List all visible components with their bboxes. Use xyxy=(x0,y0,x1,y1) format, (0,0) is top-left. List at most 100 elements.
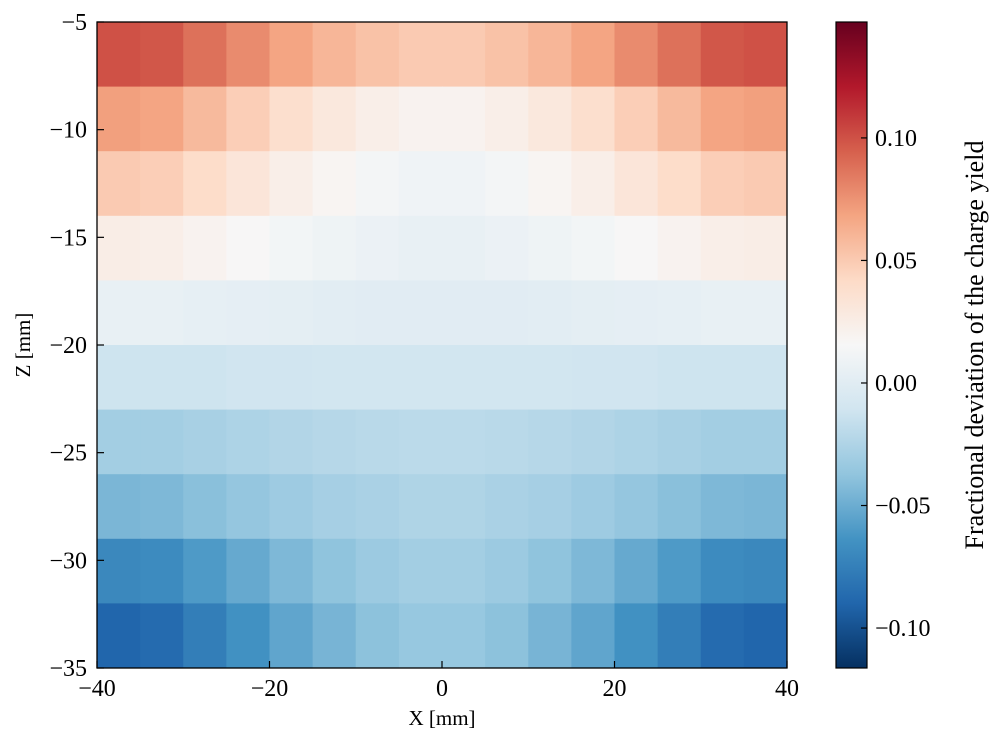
colorbar-tick-label: 0.10 xyxy=(875,126,917,152)
heatmap-cell xyxy=(312,409,357,475)
heatmap-cell xyxy=(97,603,141,668)
heatmap-cell xyxy=(700,603,745,668)
colorbar xyxy=(835,21,868,669)
heatmap-cell xyxy=(743,474,787,540)
heatmap-cell xyxy=(97,215,141,281)
heatmap-cell xyxy=(183,474,227,540)
heatmap-cell xyxy=(442,474,486,540)
heatmap-cell xyxy=(614,215,659,281)
heatmap-cell xyxy=(700,215,745,281)
heatmap-cell xyxy=(312,86,357,152)
x-tick-label: 0 xyxy=(436,676,448,702)
heatmap-cell xyxy=(97,86,141,152)
y-tick-label: −35 xyxy=(49,656,87,682)
heatmap-cell xyxy=(398,22,443,88)
heatmap-cell xyxy=(528,22,572,88)
heatmap-cell xyxy=(614,538,659,604)
heatmap-cell xyxy=(226,474,271,540)
x-tick-label: 20 xyxy=(603,676,627,702)
heatmap-cell xyxy=(657,151,702,217)
heatmap-cell xyxy=(183,409,227,475)
heatmap-cell xyxy=(355,603,400,668)
heatmap-cell xyxy=(398,603,443,668)
colorbar-tick-label: 0.05 xyxy=(875,248,917,274)
heatmap-cell xyxy=(355,345,400,411)
heatmap-cell xyxy=(226,86,271,152)
heatmap-cell xyxy=(743,538,787,604)
heatmap-cell xyxy=(614,603,659,668)
heatmap-cell xyxy=(442,409,486,475)
heatmap-cell xyxy=(485,409,529,475)
heatmap-cell xyxy=(571,538,616,604)
heatmap-cell xyxy=(183,345,227,411)
heatmap-cell xyxy=(269,409,314,475)
heatmap-cell xyxy=(657,86,702,152)
heatmap-cell xyxy=(312,474,357,540)
heatmap-cell xyxy=(398,280,443,346)
heatmap-cell xyxy=(355,22,400,88)
heatmap-cell xyxy=(140,603,184,668)
heatmap-cell xyxy=(485,474,529,540)
heatmap-cell xyxy=(355,409,400,475)
heatmap-cell xyxy=(442,215,486,281)
colorbar-tick-label: −0.10 xyxy=(875,616,931,642)
heatmap-cell xyxy=(355,151,400,217)
heatmap-cell xyxy=(485,151,529,217)
heatmap-cell xyxy=(657,280,702,346)
y-tick-label: −15 xyxy=(49,225,87,251)
heatmap-cell xyxy=(398,474,443,540)
heatmap-cell xyxy=(442,22,486,88)
heatmap-cell xyxy=(269,280,314,346)
heatmap-cell xyxy=(183,538,227,604)
heatmap-cell xyxy=(571,151,616,217)
heatmap-cell xyxy=(571,474,616,540)
heatmap-cell xyxy=(269,345,314,411)
y-tick-label: −30 xyxy=(49,548,87,574)
heatmap-cell xyxy=(140,280,184,346)
heatmap xyxy=(97,22,787,668)
heatmap-cell xyxy=(312,22,357,88)
heatmap-cell xyxy=(571,86,616,152)
heatmap-cell xyxy=(355,215,400,281)
heatmap-cell xyxy=(312,151,357,217)
heatmap-cell xyxy=(226,215,271,281)
heatmap-cell xyxy=(269,215,314,281)
heatmap-cell xyxy=(312,538,357,604)
heatmap-cell xyxy=(700,345,745,411)
heatmap-cell xyxy=(571,280,616,346)
heatmap-cell xyxy=(614,474,659,540)
heatmap-cell xyxy=(614,409,659,475)
heatmap-cell xyxy=(398,538,443,604)
heatmap-cell xyxy=(269,22,314,88)
heatmap-cell xyxy=(528,86,572,152)
heatmap-cell xyxy=(528,538,572,604)
heatmap-cell xyxy=(398,345,443,411)
heatmap-cell xyxy=(226,22,271,88)
heatmap-cell xyxy=(528,603,572,668)
y-tick-label: −5 xyxy=(61,10,87,36)
heatmap-cell xyxy=(97,409,141,475)
heatmap-cell xyxy=(312,215,357,281)
heatmap-cell xyxy=(355,280,400,346)
heatmap-cell xyxy=(700,22,745,88)
heatmap-cell xyxy=(442,280,486,346)
heatmap-cell xyxy=(97,22,141,88)
heatmap-cell xyxy=(355,474,400,540)
heatmap-cell xyxy=(485,280,529,346)
heatmap-cell xyxy=(140,215,184,281)
heatmap-cell xyxy=(743,345,787,411)
heatmap-cell xyxy=(743,280,787,346)
heatmap-cell xyxy=(743,409,787,475)
heatmap-cell xyxy=(183,22,227,88)
heatmap-cell xyxy=(398,215,443,281)
heatmap-cell xyxy=(183,86,227,152)
heatmap-cell xyxy=(312,280,357,346)
x-tick-label: 40 xyxy=(775,676,799,702)
heatmap-cell xyxy=(355,538,400,604)
heatmap-cell xyxy=(442,345,486,411)
y-tick-label: −10 xyxy=(49,118,87,144)
heatmap-cell xyxy=(183,280,227,346)
heatmap-cell xyxy=(312,345,357,411)
heatmap-cell xyxy=(398,409,443,475)
heatmap-cell xyxy=(528,474,572,540)
